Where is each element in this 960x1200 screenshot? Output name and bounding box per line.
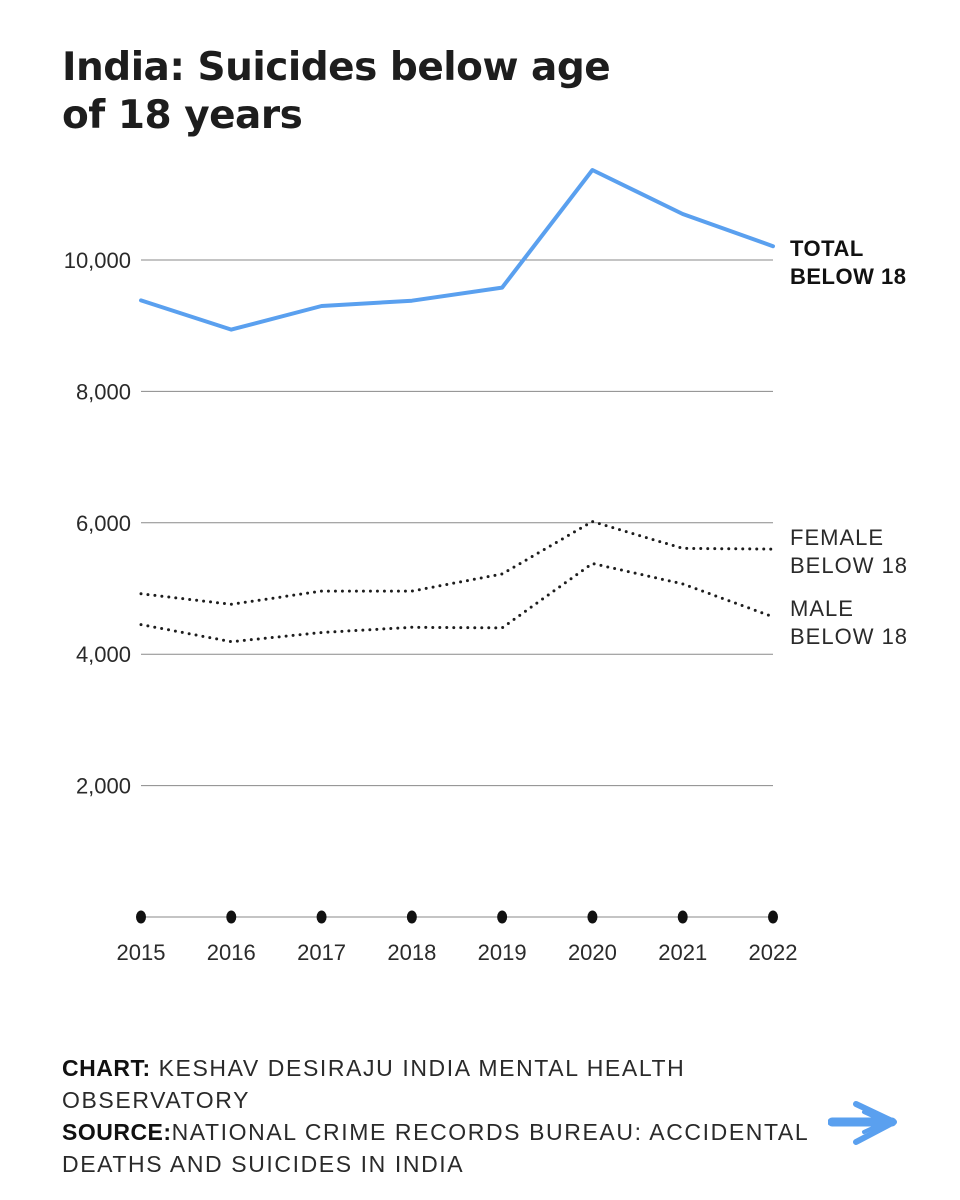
- x-tick-marker: [226, 910, 237, 924]
- gridlines: [141, 259, 773, 787]
- x-tick-marker: [497, 910, 508, 924]
- x-tick-label: 2021: [658, 940, 707, 965]
- x-tick-marker: [677, 910, 688, 924]
- y-tick-label: 4,000: [76, 642, 131, 667]
- series-lines: [139, 168, 775, 644]
- x-tick-marker: [316, 910, 327, 924]
- x-tick-label: 2022: [749, 940, 798, 965]
- chart-credit-text: KESHAV DESIRAJU INDIA MENTAL HEALTH OBSE…: [62, 1055, 686, 1113]
- x-tick-marker: [768, 910, 778, 924]
- arrow-right-icon[interactable]: [828, 1098, 900, 1150]
- series-labels: TOTAL BELOW 18 FEMALE BELOW 18 MALE BELOW 18: [790, 236, 908, 649]
- x-tick-marker: [136, 910, 146, 924]
- source-credit: SOURCE:NATIONAL CRIME RECORDS BUREAU: AC…: [62, 1116, 832, 1180]
- chart-credit-label: CHART:: [62, 1055, 151, 1081]
- source-credit-text: NATIONAL CRIME RECORDS BUREAU: ACCIDENTA…: [62, 1119, 809, 1177]
- x-tick-label: 2019: [478, 940, 527, 965]
- series-label: BELOW 18: [790, 624, 908, 649]
- y-tick-label: 2,000: [76, 774, 131, 799]
- x-axis: 2015 2016 2017 2018 2019 2020 2021 2022: [117, 910, 798, 965]
- x-tick-label: 2020: [568, 940, 617, 965]
- source-credit-label: SOURCE:: [62, 1119, 172, 1145]
- x-tick-label: 2017: [297, 940, 346, 965]
- series-label: FEMALE: [790, 525, 884, 550]
- series-label: MALE: [790, 596, 854, 621]
- chart-footer: CHART: KESHAV DESIRAJU INDIA MENTAL HEAL…: [62, 1052, 832, 1180]
- series-label: BELOW 18: [790, 264, 906, 289]
- x-tick-marker: [587, 910, 598, 924]
- x-tick-label: 2018: [387, 940, 436, 965]
- series-label: BELOW 18: [790, 553, 908, 578]
- x-tick-marker: [406, 910, 417, 924]
- series-line-male-below-18: [139, 562, 775, 644]
- series-line-total-below-18: [139, 168, 775, 332]
- chart-credit: CHART: KESHAV DESIRAJU INDIA MENTAL HEAL…: [62, 1052, 832, 1116]
- series-label: TOTAL: [790, 236, 864, 261]
- chart-title: India: Suicides below age of 18 years: [62, 45, 611, 138]
- x-tick-label: 2016: [207, 940, 256, 965]
- y-tick-label: 8,000: [76, 379, 131, 404]
- y-axis-labels: 2,000 4,000 6,000 8,000 10,000: [64, 248, 131, 799]
- series-line-female-below-18: [139, 520, 775, 606]
- y-tick-label: 6,000: [76, 511, 131, 536]
- x-tick-label: 2015: [117, 940, 166, 965]
- y-tick-label: 10,000: [64, 248, 131, 273]
